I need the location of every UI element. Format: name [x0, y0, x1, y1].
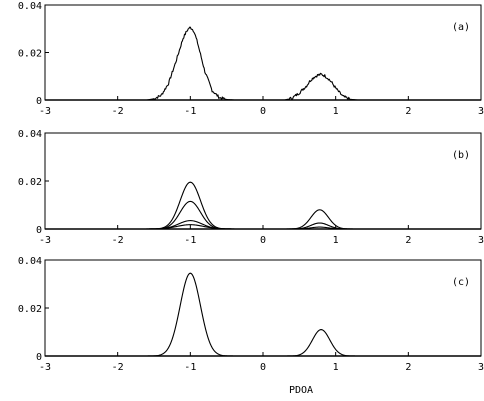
series-1-line: [45, 181, 481, 230]
x-tick-label: 2: [405, 235, 411, 246]
panel-label: (a): [452, 22, 470, 33]
x-tick-label: 0: [260, 362, 266, 373]
y-tick-label: 0.02: [18, 49, 42, 60]
x-tick-label: -2: [112, 362, 124, 373]
x-tick-label: 2: [405, 362, 411, 373]
y-tick-label: 0: [36, 96, 42, 107]
x-tick-label: 0: [260, 235, 266, 246]
y-tick-label: 0.02: [18, 177, 42, 188]
x-tick-label: 3: [478, 106, 484, 117]
series-1-line: [45, 26, 481, 101]
y-tick-label: 0.04: [18, 129, 42, 140]
x-tick-label: 0: [260, 106, 266, 117]
y-tick-label: 0: [36, 352, 42, 363]
x-tick-label: 3: [478, 235, 484, 246]
x-tick-label: -3: [39, 106, 51, 117]
x-tick-label: -1: [184, 235, 196, 246]
y-tick-label: 0: [36, 225, 42, 236]
x-axis-label: PDOA: [289, 385, 313, 396]
x-tick-label: -2: [112, 106, 124, 117]
x-tick-label: -1: [184, 362, 196, 373]
panel-label: (c): [452, 277, 470, 288]
plot-frame: [44, 132, 482, 230]
panel-label: (b): [452, 150, 470, 161]
x-tick-label: -2: [112, 235, 124, 246]
series-1-line: [45, 272, 481, 357]
x-tick-label: 2: [405, 106, 411, 117]
x-tick-label: 3: [478, 362, 484, 373]
series-4-line: [45, 224, 481, 230]
plot-frame: [44, 259, 482, 357]
x-tick-label: 1: [333, 106, 339, 117]
y-tick-label: 0.02: [18, 304, 42, 315]
panel-3: -3 -2 -1 0 1 2 3 0 0.02 0.04 (c) PDOA: [18, 256, 484, 396]
panel-2: -3 -2 -1 0 1 2 3 0 0.02 0.04 (b): [18, 129, 484, 246]
y-tick-label: 0.04: [18, 256, 42, 267]
x-tick-label: -3: [39, 362, 51, 373]
x-tick-label: 1: [333, 362, 339, 373]
series-2-line: [45, 200, 481, 230]
x-tick-label: -3: [39, 235, 51, 246]
x-tick-label: -1: [184, 106, 196, 117]
plot-frame: [44, 4, 482, 101]
panel-1: -3 -2 -1 0 1 2 3 0 0.02 0.04 (a): [18, 1, 484, 117]
x-tick-label: 1: [333, 235, 339, 246]
y-tick-label: 0.04: [18, 1, 42, 12]
